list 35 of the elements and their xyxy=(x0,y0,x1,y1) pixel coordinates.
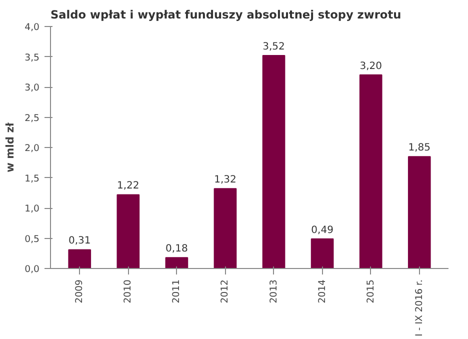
data-label: 1,32 xyxy=(214,174,236,186)
x-tick-label: 2015 xyxy=(365,279,376,304)
data-label: 1,85 xyxy=(408,142,431,154)
x-tick-label: 2010 xyxy=(122,279,134,304)
data-label: 3,20 xyxy=(360,60,382,72)
x-tick-label: 2011 xyxy=(171,279,182,304)
y-axis-title: w mld zł xyxy=(4,122,17,172)
bar xyxy=(359,74,382,268)
x-tick-label: I - IX 2016 r. xyxy=(414,279,425,336)
bar xyxy=(116,194,140,268)
data-label: 0,31 xyxy=(68,236,91,247)
y-tick-label: 1,5 xyxy=(24,173,40,184)
data-label: 3,52 xyxy=(262,42,285,53)
y-tick-label: 3,0 xyxy=(24,82,40,94)
y-tick-label: 0,0 xyxy=(24,264,40,275)
x-tick-label: 2014 xyxy=(316,279,328,304)
y-tick-label: 2,0 xyxy=(24,143,40,154)
y-tick-label: 0,5 xyxy=(24,234,40,245)
bar xyxy=(165,257,188,268)
bar xyxy=(214,188,237,268)
y-tick-label: 3,5 xyxy=(24,52,40,64)
chart-title: Saldo wpłat i wypłat funduszy absolutnej stopy zwrotu xyxy=(50,8,402,22)
x-tick-label: 2012 xyxy=(220,279,231,304)
x-tick-label: 2009 xyxy=(74,279,86,304)
data-label: 1,22 xyxy=(117,180,140,192)
bar xyxy=(408,156,431,268)
y-tick-label: 1,0 xyxy=(24,204,40,214)
y-tick-label: 2,5 xyxy=(24,112,40,124)
bar xyxy=(262,55,286,268)
bar xyxy=(68,249,92,268)
bar xyxy=(310,238,334,268)
data-label: 0,49 xyxy=(311,224,334,236)
x-tick-label: 2013 xyxy=(268,279,280,304)
y-tick-label: 4,0 xyxy=(24,22,40,33)
data-label: 0,18 xyxy=(166,244,188,255)
